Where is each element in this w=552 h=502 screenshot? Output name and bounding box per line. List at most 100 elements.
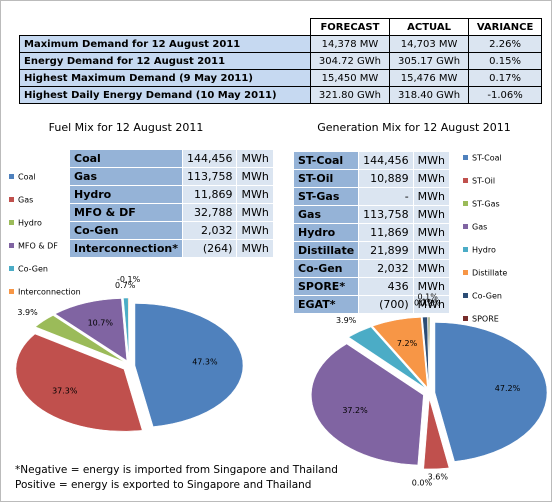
value-label: 0.0% xyxy=(412,478,433,487)
value-label: 47.2% xyxy=(495,384,521,393)
pie-slice xyxy=(128,297,130,361)
legend-label: SPORE xyxy=(472,315,499,324)
table-cell: 15,450 MW xyxy=(309,69,391,87)
value-label: -0.1% xyxy=(117,275,141,284)
value-label: 10.7% xyxy=(88,319,114,328)
table-cell: 318.40 GWh xyxy=(389,86,470,104)
table-cell: 15,476 MW xyxy=(389,69,470,87)
legend-swatch xyxy=(463,316,468,321)
footnote: *Negative = energy is imported from Sing… xyxy=(15,464,338,476)
pie-slice xyxy=(372,317,428,388)
value-label: 7.2% xyxy=(397,339,418,348)
legend-label: ST-Coal xyxy=(472,154,502,163)
value-label: 3.9% xyxy=(336,316,357,325)
pie-slice xyxy=(422,398,429,469)
value-label: 47.3% xyxy=(192,358,218,367)
pie-slice xyxy=(15,333,143,432)
table-row: ST-Oil 10,889 MWh xyxy=(292,169,451,188)
table-cell: ST-Coal xyxy=(292,151,360,170)
table-cell: EGAT* xyxy=(292,295,360,314)
table-cell: MWh xyxy=(412,295,451,314)
legend-label: Distillate xyxy=(472,269,507,278)
table-row: Hydro 11,869 MWh xyxy=(69,185,274,204)
legend-swatch xyxy=(463,224,468,229)
table-cell: Energy Demand for 12 August 2011 xyxy=(19,52,311,70)
legend-label: Co-Gen xyxy=(18,265,48,274)
legend-label: Gas xyxy=(472,223,487,232)
table-cell: MWh xyxy=(236,149,274,168)
value-label: 0.7% xyxy=(115,281,136,290)
table-row: Interconnection* (264) MWh xyxy=(69,239,274,258)
legend-swatch xyxy=(9,243,14,248)
value-label: 0.1% xyxy=(418,293,439,302)
table-row: MFO & DF 32,788 MWh xyxy=(69,203,274,222)
table-cell: Hydro xyxy=(292,223,360,242)
table-cell: Hydro xyxy=(69,185,183,204)
legend-label: Coal xyxy=(18,173,36,182)
legend-swatch xyxy=(9,174,14,179)
table-row: Hydro 11,869 MWh xyxy=(292,223,451,242)
table-row: Co-Gen 2,032 MWh xyxy=(69,221,274,240)
table-cell: -1.06% xyxy=(468,86,542,104)
table-row: Distillate 21,899 MWh xyxy=(292,241,451,260)
table-cell: 14,703 MW xyxy=(389,35,470,53)
table-cell: (700) xyxy=(358,295,414,314)
legend-swatch xyxy=(463,293,468,298)
table-cell: MWh xyxy=(236,185,274,204)
chart-title: Fuel Mix for 12 August 2011 xyxy=(49,121,204,134)
footnote: Positive = energy is exported to Singapo… xyxy=(15,479,312,491)
table-cell: Distillate xyxy=(292,241,360,260)
pie-slice xyxy=(348,326,426,389)
table-row: Gas 113,758 MWh xyxy=(69,167,274,186)
table-cell: Gas xyxy=(69,167,183,186)
legend-label: Hydro xyxy=(472,246,496,255)
table-row: EGAT* (700) MWh xyxy=(292,295,451,314)
value-label: 37.3% xyxy=(52,386,78,395)
pie-slice xyxy=(311,343,424,466)
legend-swatch xyxy=(463,201,468,206)
legend-label: ST-Oil xyxy=(472,177,495,186)
legend-label: MFO & DF xyxy=(18,242,58,251)
table-cell: ST-Gas xyxy=(292,187,360,206)
table-cell: 144,456 xyxy=(358,151,414,170)
table-cell: Interconnection* xyxy=(69,239,183,258)
value-label: 3.6% xyxy=(428,472,449,481)
table-cell: 113,758 xyxy=(181,167,238,186)
pie-slice xyxy=(423,398,450,470)
fuel-table: Coal 144,456 MWh Gas 113,758 MWh Hydro 11,869 MW… xyxy=(69,149,274,258)
value-label: -0.2% xyxy=(417,299,441,308)
legend-swatch xyxy=(9,289,14,294)
table-row: Highest Daily Energy Demand (10 May 2011… xyxy=(19,86,542,104)
pie-slice xyxy=(434,322,548,462)
table-cell: MWh xyxy=(236,203,274,222)
value-label: 0.7% xyxy=(414,299,435,308)
table-cell: 11,869 xyxy=(358,223,414,242)
table-cell: 32,788 xyxy=(181,203,238,222)
summary-table: FORECAST ACTUAL VARIANCE Maximum Demand for… xyxy=(19,18,542,104)
table-row: Coal 144,456 MWh xyxy=(69,149,274,168)
table-cell: FORECAST xyxy=(309,18,391,36)
legend-label: Hydro xyxy=(18,219,42,228)
legend-label: Interconnection xyxy=(18,288,81,297)
table-row: ST-Gas - MWh xyxy=(292,187,451,206)
legend-label: Gas xyxy=(18,196,33,205)
pie-slice xyxy=(428,316,430,388)
table-cell: MWh xyxy=(236,239,274,258)
legend-label: Co-Gen xyxy=(472,292,502,301)
value-label: 3.9% xyxy=(17,308,38,317)
legend-swatch xyxy=(463,270,468,275)
table-cell: 0.15% xyxy=(468,52,542,70)
table-cell: Highest Daily Energy Demand (10 May 2011… xyxy=(19,86,311,104)
table-cell: 321.80 GWh xyxy=(309,86,391,104)
table-cell: MWh xyxy=(412,259,451,278)
generation-table: ST-Coal 144,456 MWh ST-Oil 10,889 MWh ST-Gas - M… xyxy=(292,151,451,314)
table-cell: MWh xyxy=(412,151,451,170)
legend-swatch xyxy=(463,247,468,252)
table-cell: MWh xyxy=(412,223,451,242)
pie-slice xyxy=(54,298,128,361)
legend-swatch xyxy=(463,178,468,183)
legend-swatch xyxy=(463,155,468,160)
table-row: Energy Demand for 12 August 2011 304.72 G… xyxy=(19,52,542,70)
